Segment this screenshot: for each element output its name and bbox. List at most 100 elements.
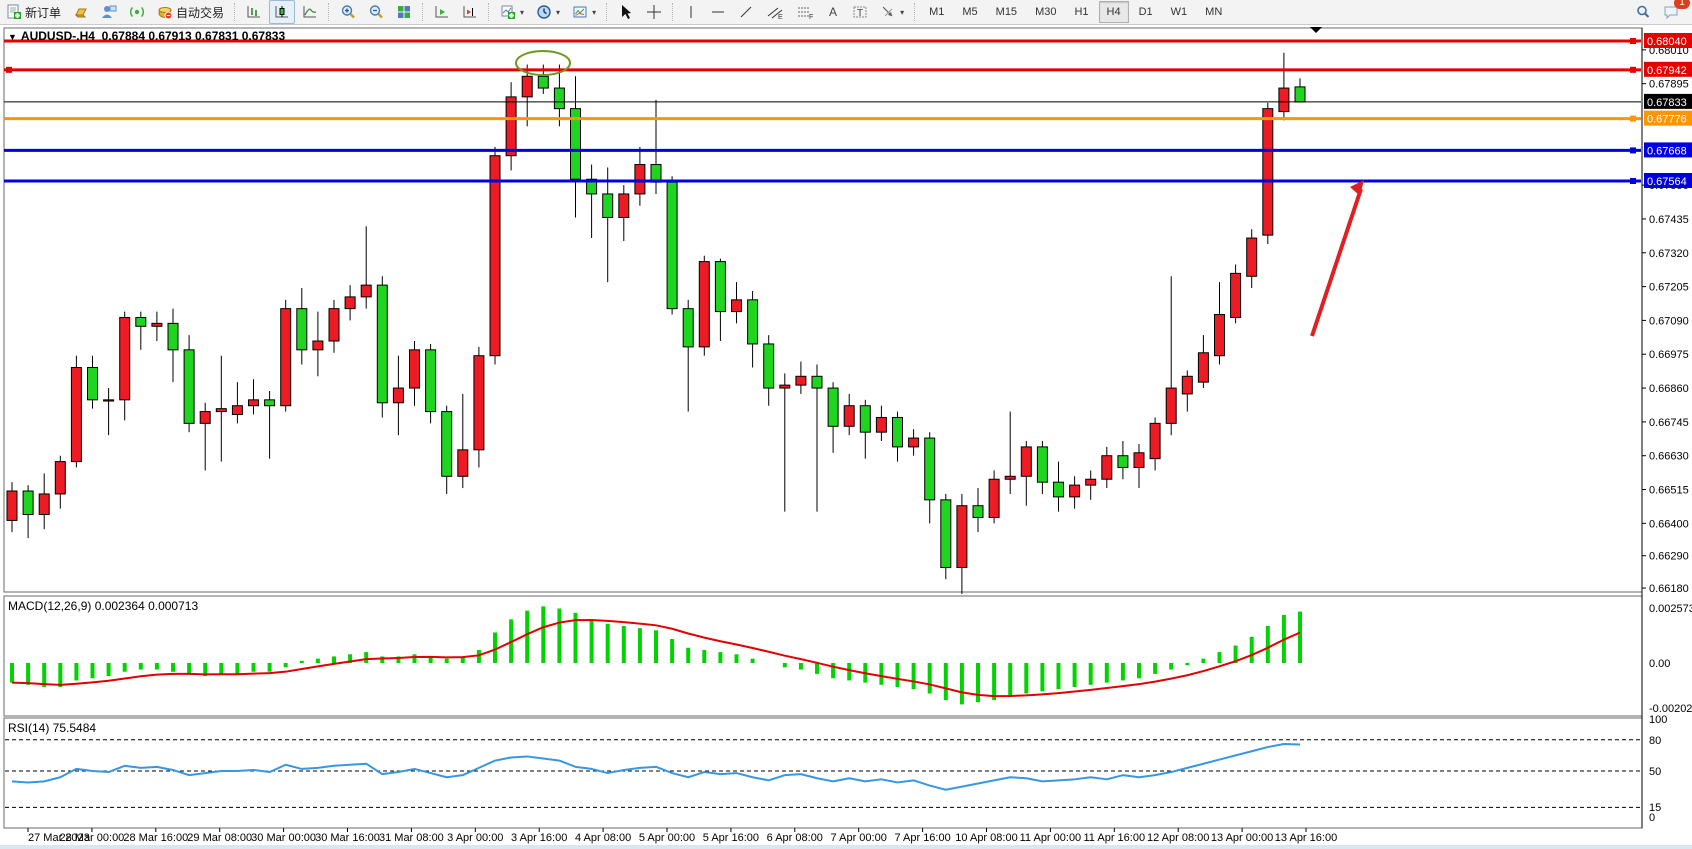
search-button[interactable] [1630,0,1656,24]
candle [38,493,50,516]
crosshair-button[interactable] [641,0,667,24]
search-icon [1637,5,1650,18]
main-pane [3,27,1643,593]
price-tick: 0.66290 [1649,551,1689,563]
templates-button[interactable]: ▾ [567,0,601,24]
autoscroll-button[interactable] [429,0,455,24]
periods-button[interactable]: ▾ [531,0,565,24]
zoom-out-button[interactable] [363,0,389,24]
candle-chart-button[interactable] [269,0,296,24]
arrows-button[interactable]: ▾ [875,0,909,24]
vertical-line-button[interactable] [679,0,703,24]
autotrade-button[interactable]: 自动交易 [152,0,229,24]
tab-d1[interactable]: D1 [1138,6,1153,18]
time-label: 5 Apr 16:00 [703,832,759,844]
tab-mn[interactable]: MN [1205,6,1223,18]
line-handle[interactable] [6,66,12,73]
price-badge [1644,93,1692,109]
chart-shift-marker[interactable] [1310,27,1322,33]
trend-arrow-head[interactable] [1350,180,1364,196]
candle [682,308,694,348]
new-chart-button[interactable]: ▾ [495,0,529,24]
new-order-label: 新订单 [25,5,62,20]
candle [972,505,984,518]
trendline-icon [740,6,752,18]
price-tick: 0.67895 [1649,79,1689,91]
rsi-scale-label: 80 [1649,735,1661,747]
bar-chart-button[interactable] [241,0,267,24]
chevron-down-icon[interactable]: ▾ [592,7,597,17]
trend-arrow[interactable] [1310,188,1363,337]
chevron-down-icon[interactable]: ▾ [900,7,905,17]
tab-w1[interactable]: W1 [1170,6,1188,18]
candle [167,322,179,351]
chevron-down-icon[interactable]: ▼ [8,32,17,42]
line-handle[interactable] [1630,38,1636,44]
price-badge-label: 0.67833 [1647,97,1687,109]
tab-h1[interactable]: H1 [1074,6,1089,18]
chevron-down-icon[interactable]: ▾ [520,7,525,17]
fibonacci-icon: F [798,7,813,20]
candle [1004,475,1016,480]
time-label: 7 Apr 16:00 [894,832,950,844]
time-label: 28 Mar 16:00 [123,832,188,844]
svg-text:F: F [809,14,813,20]
price-badge-label: 0.68040 [1647,36,1687,48]
candle [859,405,871,433]
signal-button[interactable] [124,0,150,24]
svg-text:E: E [778,14,783,20]
rsi-label: RSI(14) 75.5484 [8,721,97,735]
horizontal-line-button[interactable] [705,0,731,24]
chat-button[interactable]: 1 [1658,0,1690,24]
chevron-down-icon[interactable]: ▾ [556,7,561,17]
tile-windows-button[interactable] [391,0,417,24]
text-button[interactable]: A [821,0,845,24]
line-chart-button[interactable] [297,0,323,24]
line-handle[interactable] [1630,178,1636,185]
time-label: 5 Apr 00:00 [639,832,695,844]
highlight-ellipse[interactable] [515,50,571,76]
trendline-button[interactable] [733,0,759,24]
market-watch-button[interactable] [96,0,122,24]
candle [586,178,598,195]
cursor-button[interactable] [613,0,639,24]
toolbar: 新订单 自动交易 [0,0,1692,25]
line-handle[interactable] [1630,115,1636,122]
time-label: 12 Apr 08:00 [1147,832,1209,844]
gold-bar-button[interactable] [68,0,94,24]
tab-m1[interactable]: M1 [929,6,945,18]
candle [1101,455,1113,480]
channel-button[interactable]: E [761,0,789,24]
tab-h4[interactable]: H4 [1098,1,1129,23]
candle [1149,422,1161,460]
candle [441,411,453,477]
zoom-in-button[interactable] [335,0,361,24]
new-order-button[interactable]: 新订单 [1,0,66,24]
candle [248,399,259,407]
text-label-button[interactable]: T [847,0,873,24]
chart-shift-button[interactable] [457,0,483,24]
candle [1278,87,1290,113]
tab-m5[interactable]: M5 [962,6,978,18]
price-tick: 0.66745 [1649,417,1689,429]
rsi-scale-label: 0 [1649,812,1655,824]
line-handle[interactable] [1630,66,1636,73]
candle [1053,481,1064,498]
candle [795,375,807,386]
fibonacci-button[interactable]: F [791,0,819,24]
line-handle[interactable] [1630,147,1636,154]
candle [1230,272,1242,318]
new-order-icon [7,4,21,19]
text-icon: A [829,5,837,19]
tab-m30[interactable]: M30 [1035,6,1057,18]
candle [505,96,517,157]
rsi-scale-label: 100 [1649,714,1667,726]
candle [537,75,549,89]
candle [1165,387,1177,424]
price-badge [1644,110,1692,126]
arrows-icon [882,6,893,17]
candle [344,296,356,310]
candle [1294,86,1306,103]
tab-m15[interactable]: M15 [995,6,1018,18]
